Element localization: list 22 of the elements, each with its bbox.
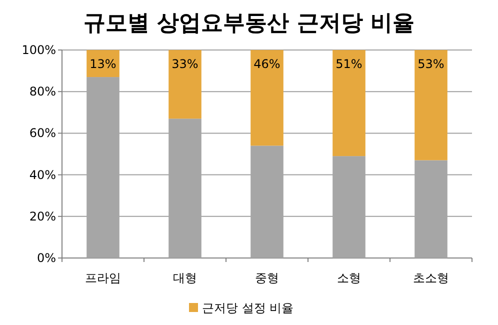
x-tick-label: 중형	[255, 271, 279, 285]
data-label: 53%	[418, 57, 444, 71]
chart-title: 규모별 상업요부동산 근저당 비율	[84, 11, 414, 36]
data-label: 51%	[336, 57, 362, 71]
y-tick-label: 60%	[29, 126, 56, 140]
y-tick-label: 0%	[36, 251, 56, 265]
x-tick-label: 프라임	[85, 271, 121, 285]
data-label: 46%	[254, 57, 280, 71]
x-tick-label: 소형	[337, 271, 361, 285]
x-tick-label: 대형	[173, 271, 197, 285]
bar	[332, 50, 366, 156]
x-tick-label: 초소형	[413, 271, 449, 285]
y-tick-label: 20%	[29, 209, 56, 224]
data-label: 33%	[172, 57, 198, 71]
bar	[414, 50, 448, 160]
bar	[168, 50, 202, 119]
bar	[250, 50, 284, 146]
y-tick-label: 40%	[29, 168, 56, 182]
y-tick-label: 80%	[29, 84, 56, 99]
y-tick-label: 100%	[22, 43, 56, 57]
data-label: 13%	[90, 57, 116, 71]
legend-label: 근저당 설정 비율	[202, 301, 294, 315]
